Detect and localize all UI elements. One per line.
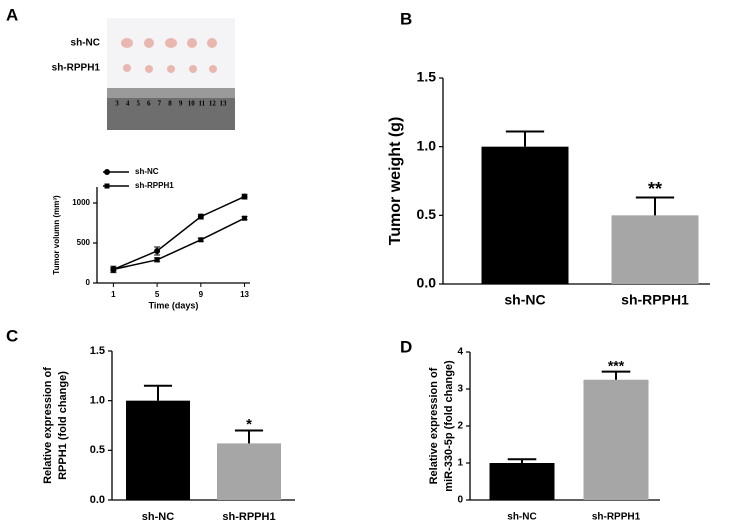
bar	[489, 463, 555, 500]
y-tick-label: 1.5	[90, 345, 105, 357]
legend-marker	[104, 169, 110, 175]
error-bar	[635, 196, 675, 216]
x-tick-label: sh-RPPH1	[621, 292, 689, 308]
data-point	[197, 213, 204, 220]
x-tick-label: 1	[111, 290, 116, 299]
legend-label: sh-NC	[135, 167, 159, 176]
x-tick-label: 5	[155, 290, 160, 299]
data-line	[113, 217, 245, 271]
ruler-number: 13	[220, 100, 228, 108]
y-tick-label: 3	[457, 384, 463, 395]
bar	[217, 443, 281, 500]
ruler-number: 5	[136, 100, 140, 108]
y-tick-label: 500	[77, 238, 91, 247]
ruler-number: 4	[126, 100, 130, 108]
error-bar	[234, 429, 264, 444]
ruler-number: 6	[147, 100, 151, 108]
x-tick-label: sh-RPPH1	[222, 511, 275, 523]
error-bar	[601, 370, 631, 380]
error-bar	[143, 384, 173, 401]
y-axis-label: RPPH1 (fold change)	[57, 371, 69, 480]
data-point	[241, 193, 248, 200]
y-tick-label: 0.0	[90, 494, 105, 506]
y-tick-label: 1.5	[417, 69, 437, 85]
data-point	[154, 257, 160, 263]
ruler-number: 3	[115, 100, 119, 108]
y-tick-label: 0	[86, 278, 91, 287]
y-axis-label: Relative expression of	[428, 367, 440, 484]
y-tick-label: 1000	[72, 198, 90, 207]
legend-marker	[104, 183, 110, 189]
y-tick-label: 1	[457, 458, 463, 469]
y-tick-label: 0.0	[417, 275, 437, 291]
panel-label: B	[400, 9, 412, 28]
y-tick-label: 0.5	[417, 206, 437, 222]
ruler-edge	[107, 88, 235, 98]
data-point	[110, 266, 116, 272]
x-axis-label: Time (days)	[149, 300, 199, 310]
y-axis-label: Tumor weight (g)	[387, 117, 404, 246]
x-tick-label: sh-NC	[142, 511, 174, 523]
error-bar	[507, 458, 537, 463]
legend-label: sh-RPPH1	[135, 181, 174, 190]
y-axis-label: miR-330-5p (fold change)	[443, 360, 455, 492]
y-tick-label: 0	[457, 495, 463, 506]
data-line	[113, 195, 245, 271]
x-tick-label: 13	[240, 290, 249, 299]
x-tick-label: 9	[199, 290, 204, 299]
bar	[611, 215, 699, 284]
y-tick-label: 1.0	[417, 137, 437, 153]
ruler-number: 8	[168, 100, 172, 108]
tumors	[121, 38, 217, 73]
y-tick-label: 1.0	[90, 395, 105, 407]
significance-annotation: **	[648, 179, 662, 199]
error-bar	[505, 130, 545, 147]
panel-label: C	[6, 326, 18, 345]
ruler-number: 11	[198, 100, 205, 108]
data-point	[154, 248, 161, 254]
significance-annotation: *	[246, 416, 252, 433]
x-tick-label: sh-NC	[504, 292, 545, 308]
bar	[126, 400, 190, 500]
significance-annotation: ***	[608, 357, 625, 373]
y-axis-label: Tumor volumn (mm³)	[52, 195, 61, 275]
panel-label: A	[6, 5, 18, 24]
photo-label: sh-RPPH1	[52, 63, 101, 74]
panel-label: D	[400, 337, 412, 356]
ruler-number: 9	[179, 100, 183, 108]
photo-label: sh-NC	[71, 38, 100, 49]
data-point	[198, 237, 204, 243]
ruler-number: 12	[209, 100, 217, 108]
y-axis-label: Relative expression of	[42, 367, 54, 484]
x-tick-label: sh-RPPH1	[592, 512, 641, 523]
y-tick-label: 2	[457, 421, 463, 432]
bar	[481, 146, 569, 284]
data-point	[242, 215, 248, 221]
tumor-photo	[107, 18, 235, 130]
x-tick-label: sh-NC	[507, 512, 536, 523]
ruler-number: 7	[158, 100, 162, 108]
y-tick-label: 0.5	[90, 444, 105, 456]
bar	[583, 379, 649, 500]
y-tick-label: 4	[457, 347, 463, 358]
ruler-number: 10	[188, 100, 196, 108]
